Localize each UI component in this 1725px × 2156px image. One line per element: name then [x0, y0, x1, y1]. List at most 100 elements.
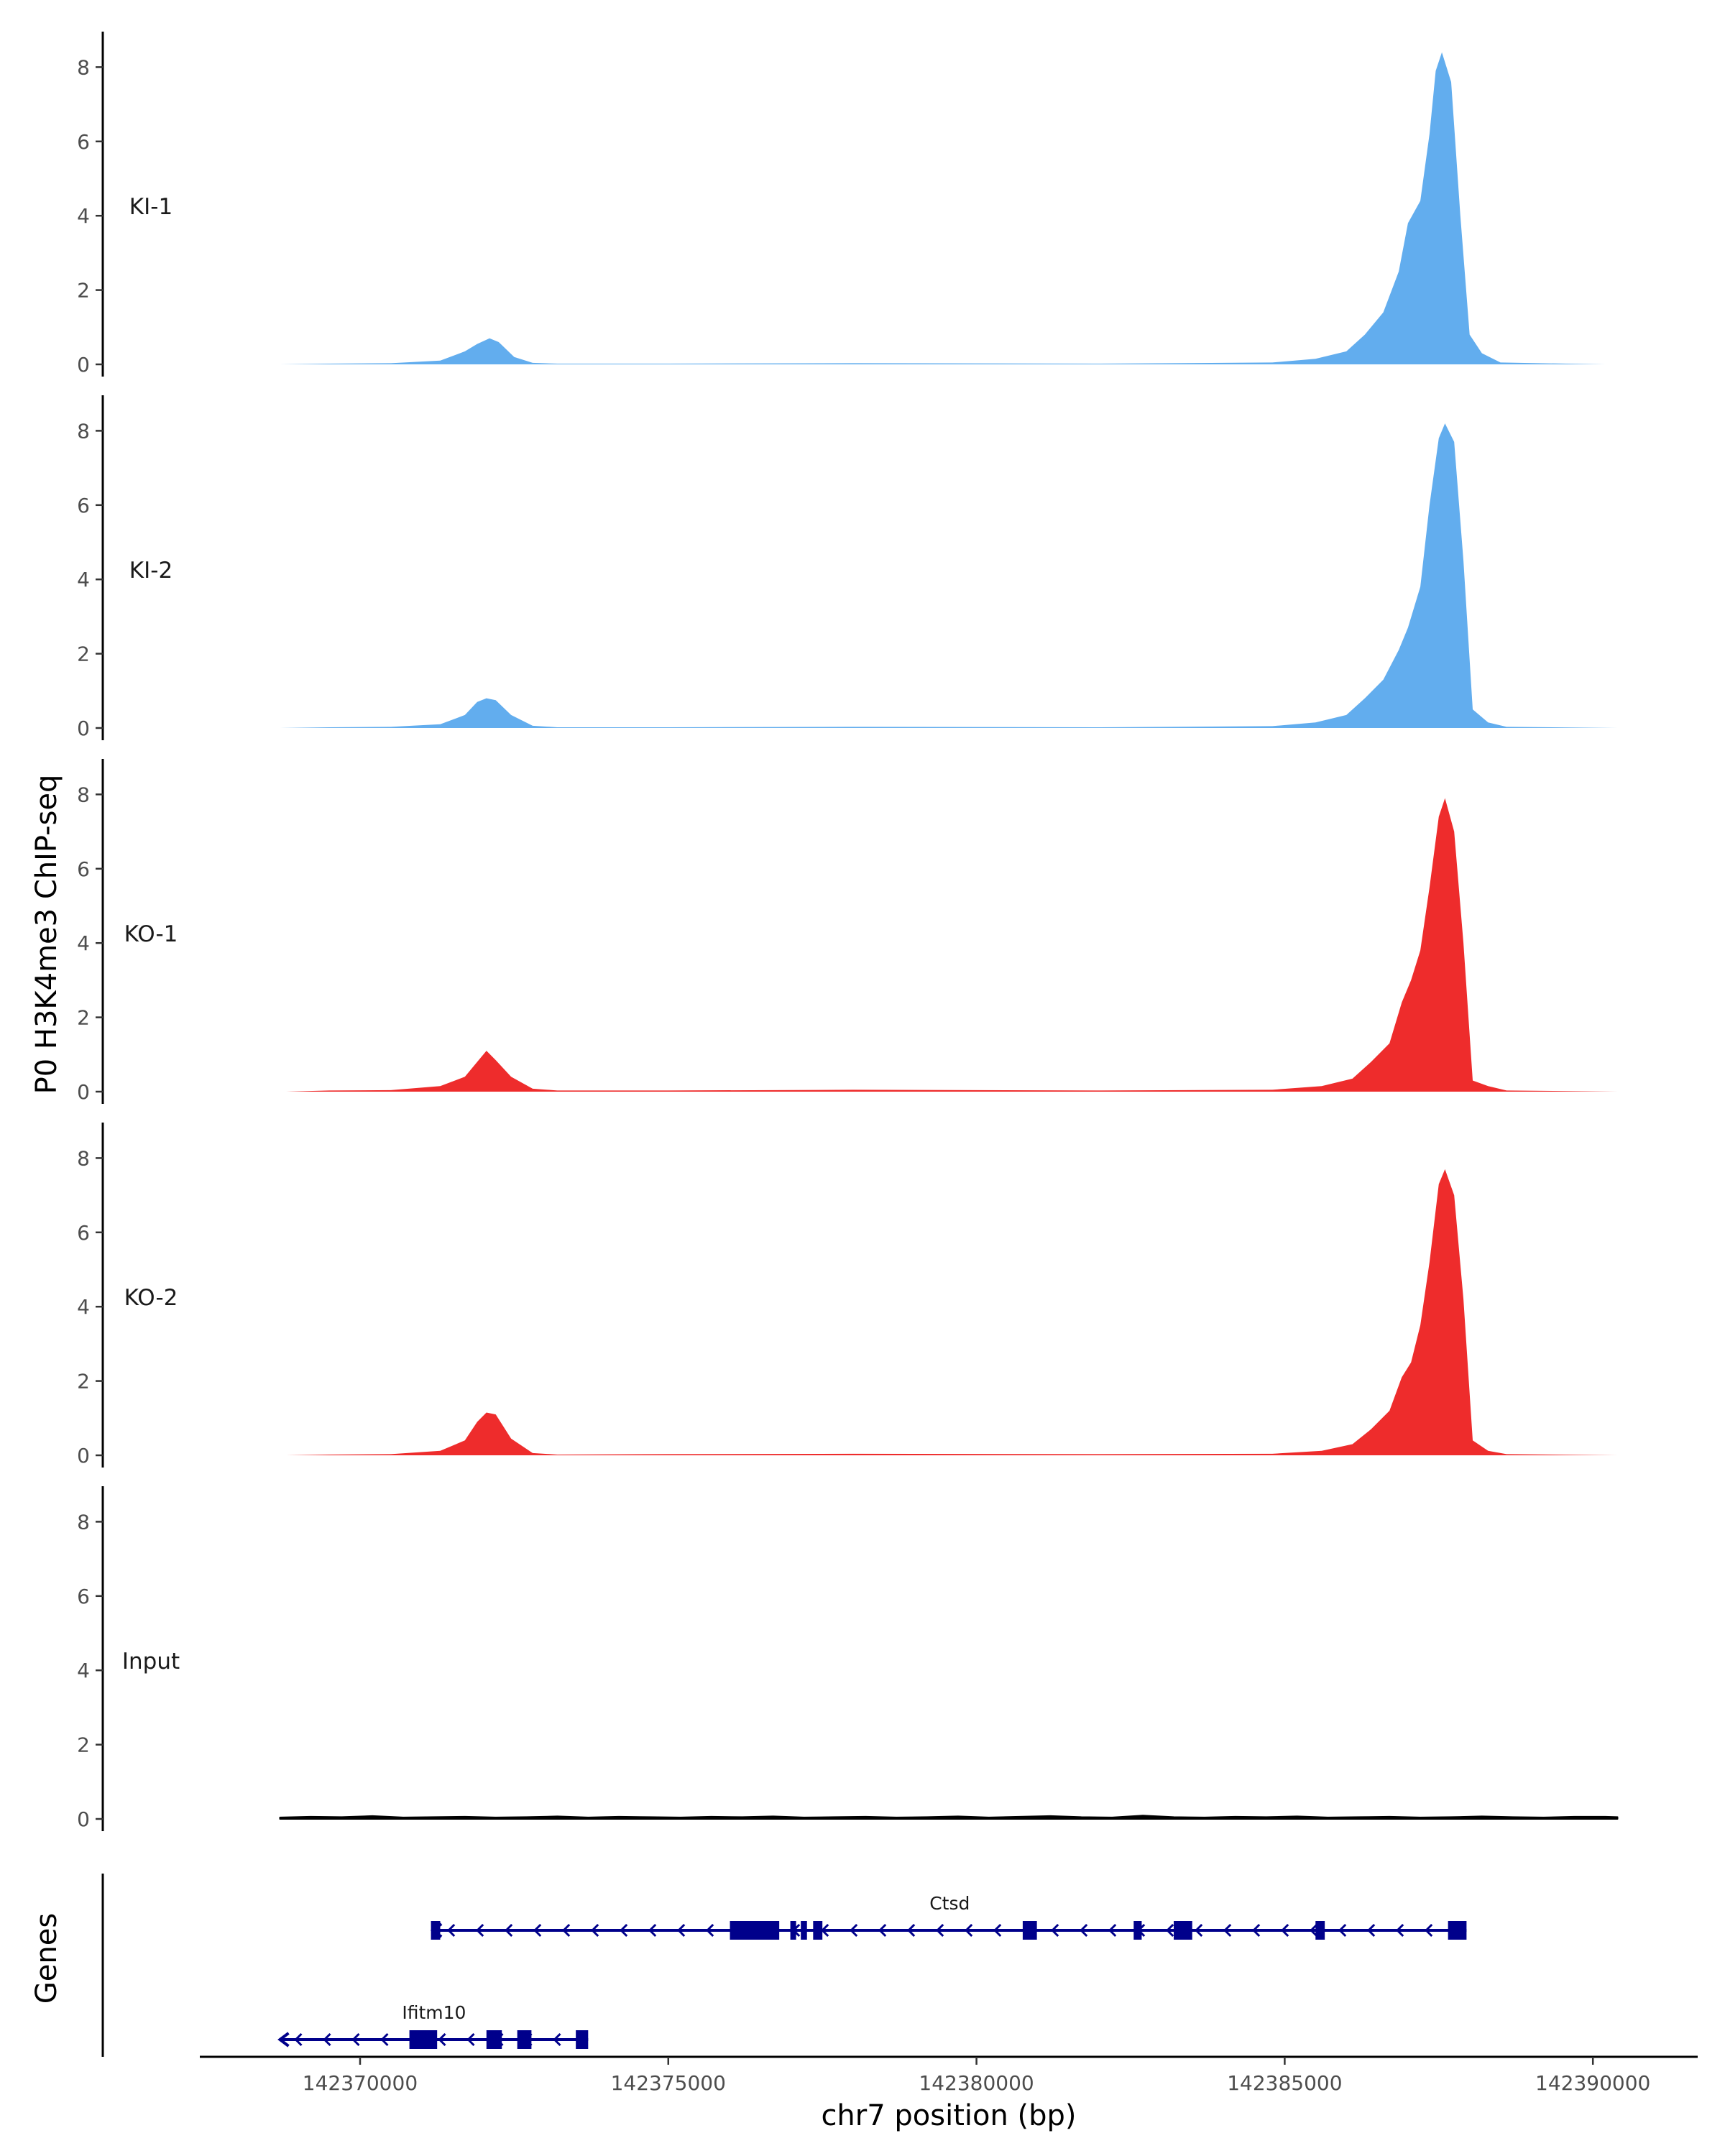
coverage-area-ko-1 — [286, 798, 1618, 1092]
x-axis-ticks: 142370000 142375000 142380000 142385000 1423… — [303, 2057, 1650, 2095]
x-axis-title: chr7 position (bp) — [821, 2099, 1076, 2132]
y-tick-label-ko-1-2: 2 — [77, 1006, 90, 1030]
strand-arrow-ctsd — [1252, 1923, 1261, 1938]
strand-arrow-ifitm10 — [351, 2032, 360, 2047]
strand-arrow-ctsd — [1396, 1923, 1404, 1938]
gene-label-ifitm10: Ifitm10 — [402, 2002, 466, 2023]
strand-arrow-ctsd — [965, 1923, 973, 1938]
x-tick-label-142370000: 142370000 — [303, 2071, 418, 2095]
exon-ctsd-3 — [790, 1921, 796, 1940]
strand-arrow-ctsd — [1080, 1923, 1088, 1938]
y-tick-label-ki-2-2: 2 — [77, 642, 90, 666]
y-tick-label-ki-1-8: 8 — [77, 55, 90, 79]
strand-arrow-ctsd — [562, 1923, 571, 1938]
y-tick-label-ko-2-6: 6 — [77, 1221, 90, 1245]
y-tick-label-input-0: 0 — [77, 1807, 90, 1831]
gene-ctsd: Ctsd — [430, 1893, 1467, 1940]
exon-ctsd-8 — [1174, 1921, 1192, 1940]
genes-track: Genes Ctsd Ifitm10 — [30, 1874, 1467, 2057]
exon-ctsd-2 — [730, 1921, 780, 1940]
track-label-ko-2: KO-2 — [124, 1285, 178, 1311]
y-tick-label-ko-2-8: 8 — [77, 1146, 90, 1170]
strand-arrow-ctsd — [620, 1923, 628, 1938]
y-tick-label-ki-1-6: 6 — [77, 130, 90, 154]
y-tick-label-ki-2-0: 0 — [77, 717, 90, 740]
strand-arrow-ctsd — [1195, 1923, 1203, 1938]
track-ki-1: 0 2 4 6 8 KI-1 — [77, 32, 1606, 377]
track-input: 0 2 4 6 8 Input — [77, 1486, 1619, 1831]
y-tick-label-ki-1-4: 4 — [77, 204, 90, 228]
y-axis-title: P0 H3K4me3 ChIP-seq — [30, 775, 63, 1095]
gene-ifitm10: Ifitm10 — [277, 2002, 589, 2049]
exon-ctsd-9 — [1315, 1921, 1325, 1940]
track-ko-1: 0 2 4 6 8 KO-1 — [77, 759, 1618, 1104]
gene-label-ctsd: Ctsd — [929, 1893, 970, 1914]
strand-arrow-ifitm10 — [323, 2032, 331, 2047]
strand-arrow-ifitm10 — [380, 2032, 389, 2047]
strand-arrow-ifitm10 — [553, 2032, 561, 2047]
exon-ctsd-5 — [813, 1921, 823, 1940]
y-tick-label-ki-2-4: 4 — [77, 568, 90, 591]
y-tick-label-ki-2-6: 6 — [77, 494, 90, 517]
y-tick-label-ko-1-0: 0 — [77, 1080, 90, 1104]
y-tick-label-ko-2-4: 4 — [77, 1295, 90, 1319]
x-tick-label-142375000: 142375000 — [611, 2071, 726, 2095]
exon-ctsd-6 — [1022, 1921, 1037, 1940]
y-tick-label-input-2: 2 — [77, 1733, 90, 1757]
strand-arrow-ctsd — [1051, 1923, 1059, 1938]
strand-arrow-ctsd — [1310, 1923, 1318, 1938]
strand-arrow-ctsd — [1223, 1923, 1232, 1938]
track-label-ki-1: KI-1 — [129, 194, 172, 220]
x-axis: 142370000 142375000 142380000 142385000 1423… — [200, 2055, 1698, 2132]
x-tick-label-142390000: 142390000 — [1535, 2071, 1650, 2095]
y-tick-label-ki-1-2: 2 — [77, 279, 90, 303]
strand-arrow-ifitm10 — [466, 2032, 475, 2047]
x-tick-label-142380000: 142380000 — [919, 2071, 1034, 2095]
y-tick-label-input-8: 8 — [77, 1510, 90, 1534]
strand-arrow-ctsd — [447, 1923, 456, 1938]
y-tick-label-input-6: 6 — [77, 1585, 90, 1608]
coverage-area-ko-2 — [286, 1169, 1618, 1455]
strand-arrow-ctsd — [907, 1923, 916, 1938]
exon-ctsd-4 — [801, 1921, 807, 1940]
exon-ifitm10-2 — [486, 2030, 502, 2049]
strand-arrow-ctsd — [1281, 1923, 1289, 1938]
exon-ctsd-7 — [1133, 1921, 1142, 1940]
strand-arrow-ctsd — [1108, 1923, 1117, 1938]
strand-arrow-ifitm10 — [438, 2032, 446, 2047]
strand-arrow-ctsd — [533, 1923, 542, 1938]
exon-ifitm10-3 — [517, 2030, 532, 2049]
coverage-area-ki-1 — [280, 52, 1606, 364]
y-tick-label-ko-1-4: 4 — [77, 931, 90, 955]
y-tick-label-input-4: 4 — [77, 1659, 90, 1682]
track-ki-2: 0 2 4 6 8 KI-2 — [77, 395, 1618, 740]
strand-arrow-ctsd — [648, 1923, 657, 1938]
exon-ifitm10-1 — [409, 2030, 438, 2049]
track-label-ko-1: KO-1 — [124, 921, 178, 947]
exon-ctsd-1 — [431, 1921, 441, 1940]
strand-arrow-ctsd — [476, 1923, 484, 1938]
strand-arrow-ctsd — [1166, 1923, 1174, 1938]
coverage-tracks: 0 2 4 6 8 KI-1 0 2 4 6 8 KI-2 0 2 4 6 8 KO-1 0 2 4 6 8 KO-2 0 2 4 6… — [77, 32, 1619, 1831]
exon-ifitm10-4 — [576, 2030, 589, 2049]
strand-arrow-ctsd — [878, 1923, 887, 1938]
strand-arrow-ctsd — [850, 1923, 858, 1938]
strand-arrow-ctsd — [1367, 1923, 1376, 1938]
y-tick-label-ko-2-0: 0 — [77, 1444, 90, 1468]
x-tick-label-142385000: 142385000 — [1227, 2071, 1342, 2095]
strand-arrow-ifitm10 — [294, 2032, 303, 2047]
strand-arrow-ctsd — [1425, 1923, 1433, 1938]
strand-arrow-ctsd — [1338, 1923, 1347, 1938]
strand-arrow-ctsd — [706, 1923, 714, 1938]
y-tick-label-ko-1-8: 8 — [77, 783, 90, 806]
genes-track-label: Genes — [30, 1913, 63, 2004]
strand-arrow-ctsd — [505, 1923, 513, 1938]
exon-ctsd-10 — [1448, 1921, 1467, 1940]
track-ko-2: 0 2 4 6 8 KO-2 — [77, 1123, 1618, 1468]
strand-arrow-ctsd — [936, 1923, 944, 1938]
strand-arrow-start-ifitm10 — [277, 2032, 290, 2047]
coverage-area-ki-2 — [280, 423, 1618, 728]
y-tick-label-ki-1-0: 0 — [77, 353, 90, 377]
y-tick-label-ko-2-2: 2 — [77, 1370, 90, 1393]
